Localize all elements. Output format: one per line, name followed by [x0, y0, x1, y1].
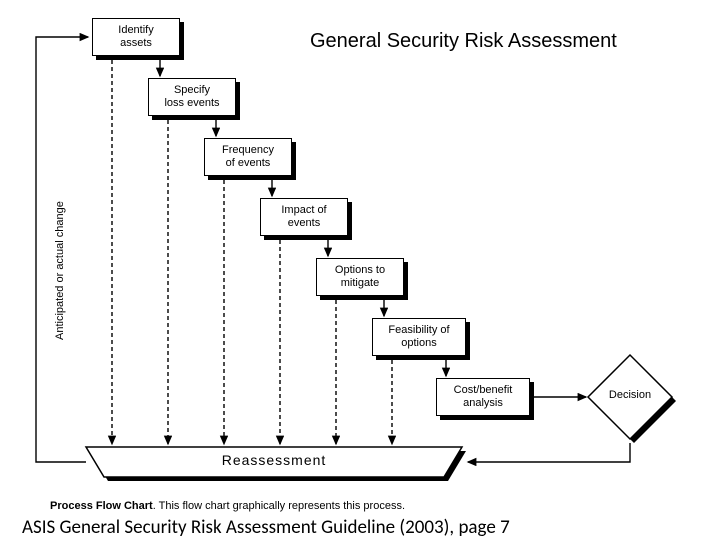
node-label: Frequencyof events — [222, 144, 274, 169]
node-options: Options tomitigate — [316, 258, 404, 296]
node-label: Cost/benefitanalysis — [454, 384, 513, 409]
node-specify: Specifyloss events — [148, 78, 236, 116]
caption-bold: Process Flow Chart — [50, 500, 153, 512]
reassessment-node: Reassessment — [86, 452, 462, 468]
decision-node: Decision — [588, 389, 672, 401]
source-citation: ASIS General Security Risk Assessment Gu… — [22, 516, 510, 539]
node-identify: Identifyassets — [92, 18, 180, 56]
node-label: Feasibility ofoptions — [388, 324, 449, 349]
node-impact: Impact ofevents — [260, 198, 348, 236]
node-label: Identifyassets — [118, 24, 153, 49]
diagram-title: General Security Risk Assessment — [310, 30, 617, 53]
node-label: Specifyloss events — [164, 84, 219, 109]
node-frequency: Frequencyof events — [204, 138, 292, 176]
side-label: Anticipated or actual change — [54, 201, 66, 340]
node-feasibility: Feasibility ofoptions — [372, 318, 466, 356]
diagram-canvas: Identifyassets Specifyloss events Frequenc… — [0, 0, 720, 540]
node-label: Options tomitigate — [335, 264, 385, 289]
node-costbenefit: Cost/benefitanalysis — [436, 378, 530, 416]
caption-rest: . This flow chart graphically represents… — [153, 500, 405, 512]
node-label: Impact ofevents — [281, 204, 326, 229]
caption: Process Flow Chart. This flow chart grap… — [50, 500, 405, 512]
